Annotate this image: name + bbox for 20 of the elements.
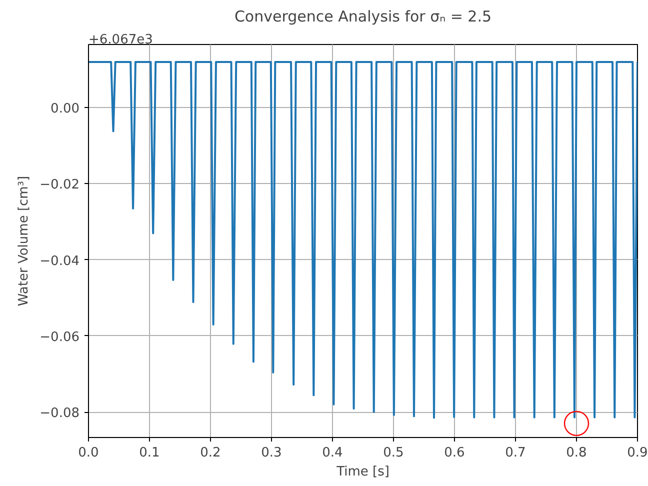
x-tick-label: 0.7 bbox=[505, 446, 526, 460]
x-tick-label: 0.9 bbox=[627, 446, 648, 460]
x-tick-label: 0.5 bbox=[383, 446, 404, 460]
line-series bbox=[88, 61, 638, 419]
x-tick-label: 0.4 bbox=[322, 446, 343, 460]
x-tick-label: 0.6 bbox=[444, 446, 465, 460]
y-tick-label: 0.00 bbox=[50, 102, 80, 117]
y-tick-label: −0.06 bbox=[40, 330, 80, 345]
y-tick-label: −0.04 bbox=[40, 254, 80, 269]
x-tick-label: 0.3 bbox=[261, 446, 282, 460]
y-tick-label: −0.02 bbox=[40, 178, 80, 193]
x-tick-label: 0.1 bbox=[139, 446, 160, 460]
y-axis-title: Water Volume [cm³] bbox=[16, 176, 32, 306]
x-tick-label: 0.0 bbox=[78, 446, 99, 460]
x-tick-label: 0.8 bbox=[566, 446, 587, 460]
y-tick-label: −0.08 bbox=[40, 406, 80, 422]
annotation: +6.067e3 bbox=[88, 32, 153, 48]
x-axis-title: Time [s] bbox=[336, 464, 390, 480]
x-tick-label: 0.2 bbox=[200, 446, 221, 460]
chart-title: Convergence Analysis for σₙ = 2.5 bbox=[234, 8, 492, 26]
